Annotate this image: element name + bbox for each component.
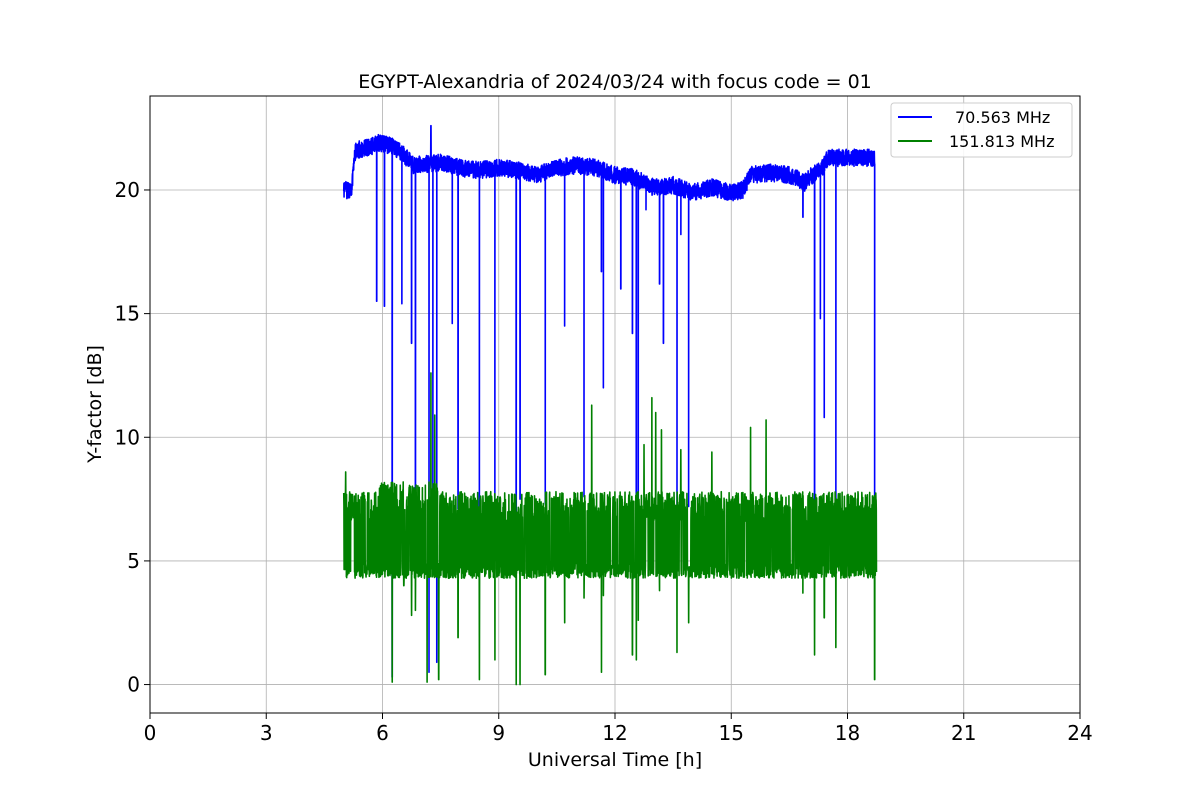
plot-series [342, 124, 878, 686]
y-axis-ticks: 0 5 10 15 20 [115, 178, 150, 697]
y-axis-label: Y-factor [dB] [84, 345, 106, 464]
chart-title: EGYPT-Alexandria of 2024/03/24 with focu… [358, 71, 872, 93]
x-tick-label: 3 [260, 721, 273, 745]
legend-label-70mhz: 70.563 MHz [955, 108, 1050, 127]
y-tick-label: 10 [115, 425, 140, 449]
y-tick-label: 15 [115, 302, 140, 326]
y-tick-label: 5 [127, 549, 140, 573]
series-line-151mhz [342, 372, 878, 686]
y-tick-label: 20 [115, 178, 140, 202]
legend-label-151mhz: 151.813 MHz [949, 132, 1054, 151]
x-tick-label: 24 [1067, 721, 1092, 745]
x-tick-label: 9 [492, 721, 505, 745]
x-tick-label: 0 [144, 721, 157, 745]
x-tick-label: 18 [835, 721, 860, 745]
series-line-70mhz [342, 124, 876, 678]
x-tick-label: 21 [951, 721, 976, 745]
x-tick-label: 6 [376, 721, 389, 745]
y-tick-label: 0 [127, 673, 140, 697]
legend-box [890, 102, 1073, 158]
x-tick-label: 12 [602, 721, 627, 745]
legend: 70.563 MHz 151.813 MHz [890, 102, 1073, 158]
x-axis-label: Universal Time [h] [528, 749, 702, 771]
x-tick-label: 15 [719, 721, 744, 745]
x-axis-ticks: 0 3 6 9 12 15 18 21 24 [144, 713, 1093, 745]
